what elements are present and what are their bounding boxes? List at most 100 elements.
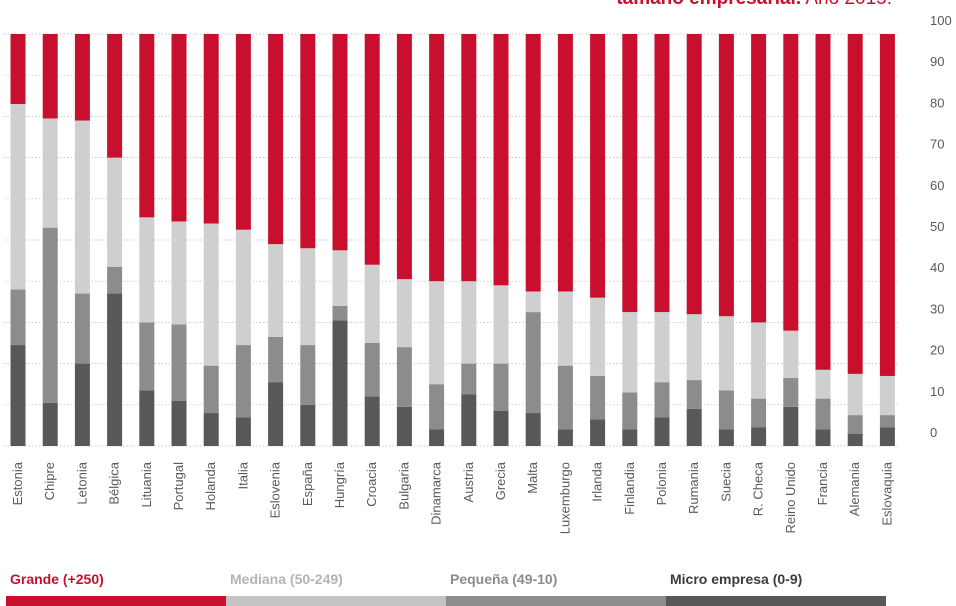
bar-segment <box>751 399 766 428</box>
bar-segment <box>204 34 219 224</box>
bar-segment <box>816 34 831 370</box>
bar-segment <box>848 415 863 434</box>
x-tick-label: Dinamarca <box>429 461 444 525</box>
bar-segment <box>494 34 509 285</box>
bar-segment <box>107 267 122 294</box>
legend-item-pequena: Pequeña (49-10) <box>446 568 666 606</box>
bar-segment <box>268 382 283 446</box>
bar-segment <box>880 427 895 446</box>
legend-swatch-micro <box>666 596 886 606</box>
bar-segment <box>268 337 283 382</box>
bar-segment <box>816 370 831 399</box>
bar-segment <box>558 366 573 430</box>
bar-segment <box>848 434 863 446</box>
bar-segment <box>751 34 766 322</box>
bar-segment <box>494 411 509 446</box>
bar-segment <box>300 248 315 345</box>
bar-segment <box>365 397 380 446</box>
x-tick-label: España <box>300 461 315 506</box>
x-tick-label: Italia <box>235 461 250 489</box>
bar-segment <box>172 221 187 324</box>
bar-segment <box>622 392 637 429</box>
bar-segment <box>204 413 219 446</box>
bar-segment <box>590 298 605 376</box>
bar-segment <box>783 34 798 331</box>
bar-segment <box>622 312 637 392</box>
bar-segment <box>558 430 573 446</box>
bar-segment <box>107 294 122 446</box>
bar-segment <box>590 34 605 298</box>
x-axis-labels: Estonia Chipre Letonia Bélgica Lituania Portu… <box>10 461 894 534</box>
x-tick-label: Rumania <box>686 461 701 514</box>
x-tick-label: Letonia <box>74 461 89 504</box>
legend-item-mediana: Mediana (50-249) <box>226 568 446 606</box>
bar-segment <box>236 34 251 230</box>
x-tick-label: Polonia <box>654 461 669 505</box>
bar-segment <box>622 34 637 312</box>
bar-segment <box>397 347 412 407</box>
legend-label-mediana: Mediana (50-249) <box>230 571 343 587</box>
bar-segment <box>365 343 380 397</box>
bar-segment <box>590 376 605 419</box>
bar-segment <box>43 118 58 227</box>
bar-segment <box>204 224 219 366</box>
x-tick-label: Lituania <box>139 461 154 507</box>
bar-segment <box>429 281 444 384</box>
bar-segment <box>719 34 734 316</box>
bar-segment <box>558 292 573 366</box>
bar-segment <box>622 430 637 446</box>
bar-segment <box>655 34 670 312</box>
bar-segment <box>719 316 734 390</box>
legend-swatch-mediana <box>226 596 446 606</box>
bar-segment <box>139 217 154 322</box>
bar-segment <box>43 228 58 403</box>
bar-segment <box>848 374 863 415</box>
x-tick-label: Irlanda <box>590 461 605 502</box>
stacked-bar-chart: 0102030405060708090100 Estonia Chipre Leto… <box>0 0 956 565</box>
x-tick-label: Holanda <box>203 461 218 510</box>
bar-segment <box>236 345 251 417</box>
x-tick-label: Reino Unido <box>783 462 798 534</box>
bar-segment <box>494 364 509 411</box>
bar-segment <box>365 34 380 265</box>
x-tick-label: Finlandia <box>622 461 637 515</box>
bar-segment <box>687 380 702 409</box>
bar-segment <box>526 312 541 413</box>
bar-segment <box>75 364 90 446</box>
y-tick-label: 10 <box>930 384 944 399</box>
bar-segment <box>11 34 26 104</box>
bar-segment <box>139 322 154 390</box>
legend-label-grande: Grande (+250) <box>10 571 104 587</box>
bar-segment <box>429 384 444 429</box>
bar-segment <box>880 376 895 415</box>
legend-label-micro: Micro empresa (0-9) <box>670 571 802 587</box>
bar-segment <box>236 230 251 345</box>
bar-segment <box>816 399 831 430</box>
bar-segment <box>526 292 541 313</box>
bar-segment <box>655 417 670 446</box>
bar-segment <box>268 244 283 337</box>
bar-segment <box>687 34 702 314</box>
bar-segment <box>300 345 315 405</box>
bar-segment <box>880 415 895 427</box>
y-tick-label: 80 <box>930 95 944 110</box>
y-tick-label: 90 <box>930 54 944 69</box>
bar-segment <box>204 366 219 413</box>
x-tick-label: Suecia <box>718 461 733 502</box>
bar-segment <box>461 281 476 363</box>
bar-segment <box>43 34 58 118</box>
x-tick-label: Francia <box>815 461 830 505</box>
legend-item-grande: Grande (+250) <box>6 568 226 606</box>
bar-segment <box>880 34 895 376</box>
y-tick-label: 70 <box>930 137 944 152</box>
legend-label-pequena: Pequeña (49-10) <box>450 571 557 587</box>
bar-segment <box>75 121 90 294</box>
bar-segment <box>172 401 187 446</box>
bar-segment <box>816 430 831 446</box>
bar-segment <box>783 407 798 446</box>
y-tick-label: 40 <box>930 260 944 275</box>
bar-segment <box>107 34 122 158</box>
bar-segment <box>75 294 90 364</box>
bar-segment <box>783 331 798 378</box>
y-tick-label: 60 <box>930 178 944 193</box>
